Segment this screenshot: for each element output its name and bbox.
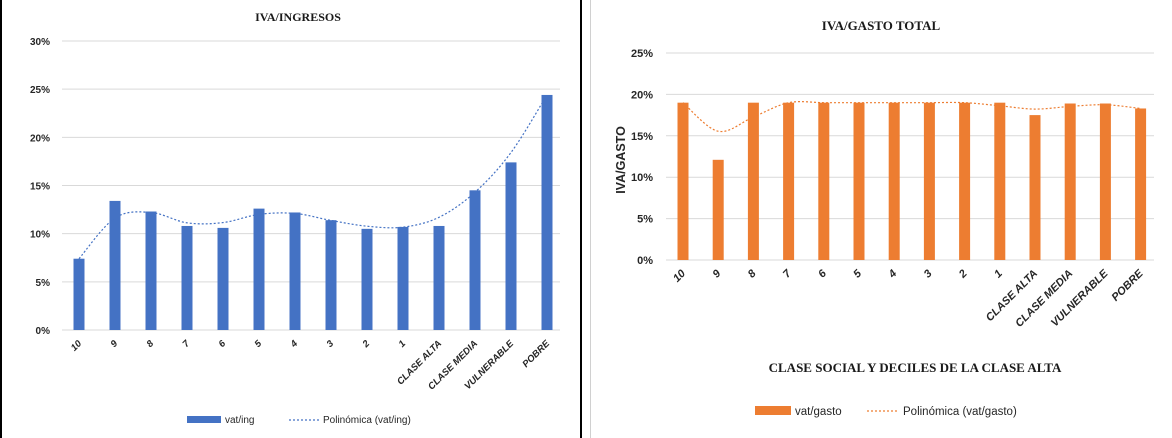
- legend-swatch-bar: [187, 416, 221, 423]
- y-tick-label: 0%: [637, 255, 653, 267]
- y-tick-label: 25%: [631, 48, 653, 60]
- x-tick-label: 1: [992, 268, 1005, 281]
- x-tick-label: POBRE: [1110, 267, 1147, 304]
- bar: [1099, 103, 1111, 261]
- legend: vat/gasto Polinómica (vat/gasto): [755, 406, 1017, 418]
- x-tick-label: 4: [886, 268, 900, 282]
- x-tick-label: 4: [288, 338, 301, 351]
- bar: [217, 227, 229, 330]
- bar: [397, 226, 409, 330]
- bar: [361, 228, 373, 330]
- bar: [959, 102, 971, 261]
- bar: [145, 211, 157, 330]
- x-tick-label: POBRE: [520, 338, 552, 370]
- x-tick-label: 10: [69, 338, 85, 354]
- y-tick-label: 10%: [30, 230, 50, 241]
- bar: [433, 225, 445, 330]
- legend-label-trend: Polinómica (vat/ing): [323, 415, 411, 426]
- y-tick-label: 15%: [30, 182, 50, 193]
- x-tick-label: 7: [781, 267, 794, 280]
- x-tick-label: 5: [851, 267, 864, 280]
- y-tick-label: 25%: [30, 85, 50, 96]
- trendline: [682, 101, 1141, 133]
- x-tick-label: 2: [360, 338, 373, 351]
- y-tick-label: 0%: [36, 326, 51, 337]
- bar: [712, 159, 724, 260]
- chart-panel-iva-gasto: IVA/GASTO TOTAL IVA/GASTO 0% 5% 10% 15% 20% 2…: [590, 0, 1172, 438]
- y-tick-label: 5%: [36, 278, 51, 289]
- bar: [783, 102, 795, 261]
- x-tick-label: 3: [325, 338, 337, 350]
- bar: [181, 225, 193, 330]
- x-tick-label: 9: [711, 267, 724, 280]
- chart-title: IVA/INGRESOS: [255, 10, 341, 24]
- bar: [747, 102, 759, 261]
- chart-title: IVA/GASTO TOTAL: [822, 18, 941, 33]
- bar: [923, 102, 935, 261]
- y-axis-label: IVA/GASTO: [614, 126, 628, 194]
- x-tick-label: 10: [671, 267, 689, 285]
- legend-swatch-bar: [755, 406, 791, 415]
- bar: [253, 208, 265, 330]
- x-tick-label: 7: [181, 338, 193, 350]
- y-tick-label: 15%: [631, 131, 653, 143]
- y-tick-label: 30%: [30, 37, 50, 48]
- x-tick-label: 1: [397, 338, 409, 350]
- x-tick-label: 9: [109, 338, 121, 350]
- x-axis-label: CLASE SOCIAL Y DECILES DE LA CLASE ALTA: [769, 360, 1062, 375]
- bar: [541, 94, 553, 331]
- x-tick-label: 3: [922, 268, 935, 281]
- bar: [1135, 108, 1147, 260]
- legend-label-trend: Polinómica (vat/gasto): [903, 406, 1017, 418]
- x-tick-label: 8: [145, 338, 157, 350]
- x-tick-label: 6: [217, 338, 229, 350]
- bar: [73, 258, 85, 330]
- y-tick-label: 5%: [637, 214, 653, 226]
- chart-panel-iva-ingresos: IVA/INGRESOS 0% 5% 10% 15% 20% 25% 30% 10 9 8 7 6 5…: [0, 0, 582, 438]
- x-tick-label: 8: [746, 267, 759, 280]
- legend-label-series: vat/ing: [225, 415, 254, 426]
- x-tick-label: 6: [816, 267, 829, 280]
- bar: [994, 102, 1006, 261]
- bar: [109, 200, 121, 330]
- x-tick-label: 2: [956, 268, 970, 282]
- trendline: [78, 94, 548, 260]
- bar: [853, 102, 865, 261]
- y-tick-label: 20%: [30, 133, 50, 144]
- bar: [677, 102, 689, 261]
- bar: [289, 212, 301, 330]
- x-tick-label: 5: [253, 338, 265, 350]
- bar: [469, 190, 481, 330]
- y-tick-label: 20%: [631, 89, 653, 101]
- legend-label-series: vat/gasto: [795, 406, 842, 418]
- bar: [505, 162, 517, 330]
- bar: [325, 220, 337, 330]
- y-tick-label: 10%: [631, 172, 653, 184]
- bar: [1029, 115, 1041, 260]
- legend: vat/ing Polinómica (vat/ing): [187, 415, 411, 426]
- chart-iva-gasto: IVA/GASTO TOTAL IVA/GASTO 0% 5% 10% 15% 20% 2…: [614, 18, 1154, 418]
- bar: [1064, 103, 1076, 261]
- bar: [888, 102, 900, 261]
- bar: [818, 102, 830, 261]
- chart-iva-ingresos: IVA/INGRESOS 0% 5% 10% 15% 20% 25% 30% 10 9 8 7 6 5…: [30, 10, 560, 426]
